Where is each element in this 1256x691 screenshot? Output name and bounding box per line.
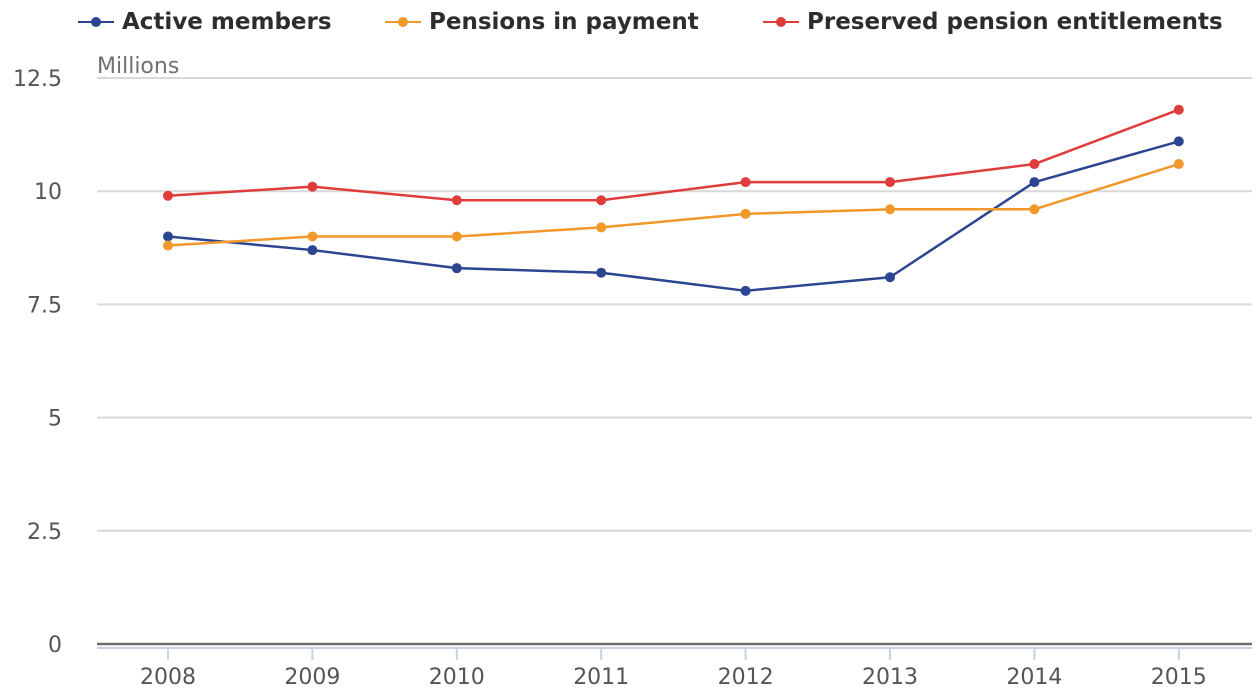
- series-line: [167, 140, 1180, 293]
- chart-legend: Active members Pensions in payment Prese…: [0, 4, 1256, 40]
- y-tick-label: 5: [48, 407, 62, 432]
- series-line: [167, 108, 1180, 202]
- data-point[interactable]: [307, 231, 318, 242]
- legend-label: Preserved pension entitlements: [807, 9, 1223, 35]
- y-axis-labels: 0 2.5 5 7.5 10 12.5: [13, 67, 62, 658]
- legend-marker-icon: [78, 12, 114, 32]
- data-point[interactable]: [307, 245, 318, 256]
- x-axis: 2008 2009 2010 2011 2012 2013 2014 2015: [97, 642, 1252, 690]
- series-group: [163, 104, 1184, 296]
- data-point[interactable]: [740, 208, 751, 219]
- data-point[interactable]: [1029, 177, 1040, 188]
- x-tick-label: 2011: [573, 665, 629, 690]
- data-point[interactable]: [1173, 104, 1184, 115]
- data-point[interactable]: [885, 204, 895, 215]
- legend-label: Pensions in payment: [429, 9, 699, 35]
- data-point[interactable]: [163, 190, 173, 201]
- y-tick-label: 7.5: [27, 293, 62, 318]
- x-tick-label: 2008: [140, 665, 196, 690]
- data-point[interactable]: [596, 222, 607, 233]
- data-point[interactable]: [307, 181, 318, 192]
- x-tick-label: 2012: [718, 665, 774, 690]
- data-point[interactable]: [451, 195, 462, 206]
- y-tick-label: 12.5: [13, 67, 62, 92]
- x-tick-label: 2013: [862, 665, 918, 690]
- series-preserved-pension-entitlements: [163, 104, 1184, 206]
- data-point[interactable]: [451, 231, 462, 242]
- legend-item-preserved-pension-entitlements[interactable]: Preserved pension entitlements: [763, 4, 1223, 40]
- data-point[interactable]: [451, 263, 462, 274]
- x-tick-label: 2009: [284, 665, 340, 690]
- series-line: [167, 162, 1180, 247]
- x-tick-label: 2010: [429, 665, 485, 690]
- legend-marker-icon: [385, 12, 421, 32]
- data-point[interactable]: [163, 240, 173, 251]
- data-point[interactable]: [885, 272, 895, 283]
- y-tick-label: 0: [48, 633, 62, 658]
- data-point[interactable]: [596, 267, 607, 278]
- legend-marker-icon: [763, 12, 799, 32]
- data-point[interactable]: [740, 177, 751, 188]
- x-tick-label: 2014: [1006, 665, 1062, 690]
- data-point[interactable]: [740, 285, 751, 296]
- data-point[interactable]: [163, 231, 173, 242]
- y-tick-label: 10: [34, 180, 62, 205]
- data-point[interactable]: [885, 177, 895, 188]
- legend-item-pensions-in-payment[interactable]: Pensions in payment: [385, 4, 699, 40]
- x-tick-label: 2015: [1151, 665, 1207, 690]
- data-point[interactable]: [1173, 159, 1184, 170]
- legend-item-active-members[interactable]: Active members: [78, 4, 332, 40]
- data-point[interactable]: [1173, 136, 1184, 147]
- data-point[interactable]: [1029, 159, 1040, 170]
- legend-label: Active members: [122, 9, 332, 35]
- y-tick-label: 2.5: [27, 520, 62, 545]
- data-point[interactable]: [1029, 204, 1040, 215]
- series-active-members: [163, 136, 1184, 296]
- gridlines: [97, 77, 1252, 532]
- y-axis-unit-label: Millions: [97, 54, 179, 79]
- data-point[interactable]: [596, 195, 607, 206]
- series-pensions-in-payment: [163, 159, 1184, 251]
